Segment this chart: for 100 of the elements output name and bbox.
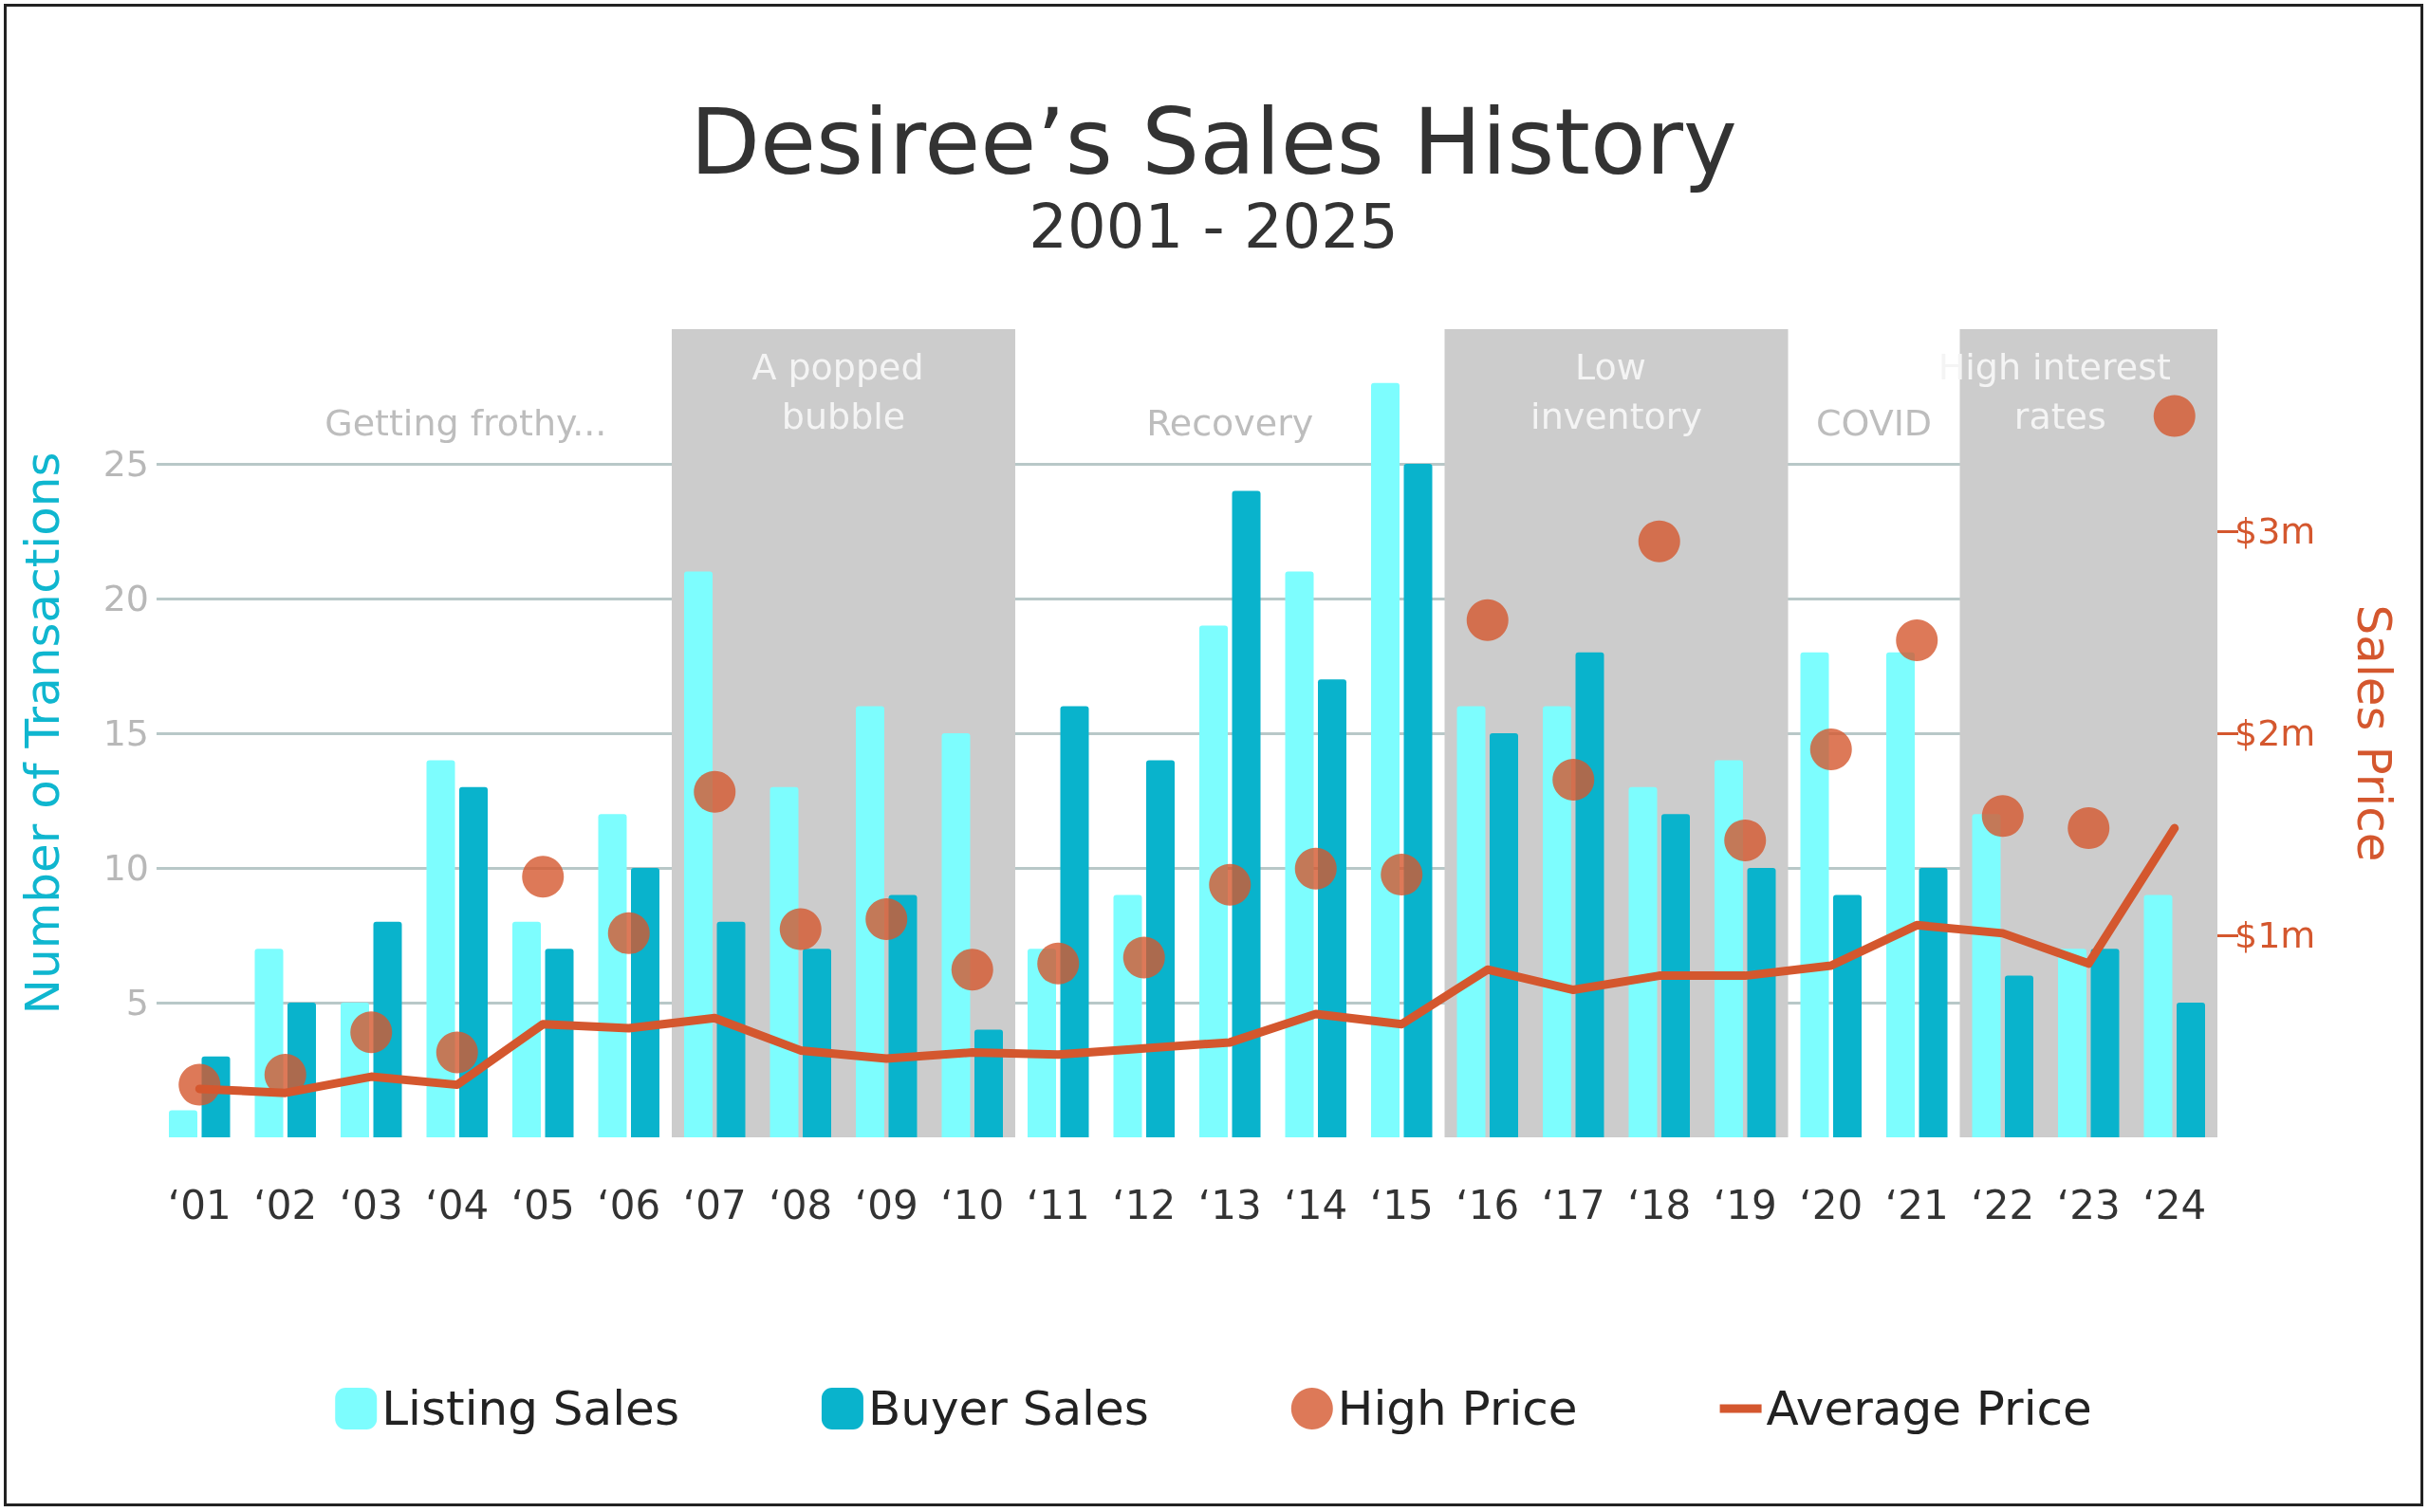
bar	[1833, 894, 1862, 1137]
annotation: Recovery	[1146, 402, 1314, 445]
bar	[426, 760, 455, 1137]
legend-label: Average Price	[1766, 1381, 2092, 1436]
point	[1294, 847, 1337, 890]
point	[522, 856, 565, 898]
bar	[1886, 652, 1915, 1137]
y2-tick-label: $2m	[2234, 712, 2316, 754]
bar	[2005, 975, 2033, 1137]
bar	[545, 949, 574, 1137]
annotation: COVID	[1815, 402, 1933, 445]
bar	[941, 733, 971, 1137]
x-tick-label: ‘20	[1799, 1181, 1863, 1228]
point	[1209, 863, 1252, 906]
y2-axis-title: Sales Price	[2346, 604, 2401, 862]
x-tick-label: ‘10	[940, 1181, 1005, 1228]
point	[1896, 619, 1938, 662]
x-tick-label: ‘06	[597, 1181, 661, 1228]
point	[1981, 795, 2024, 838]
x-tick-label: ‘09	[854, 1181, 918, 1228]
point	[1037, 942, 1080, 985]
point	[865, 897, 908, 940]
point	[1122, 936, 1165, 979]
point	[1724, 819, 1767, 861]
bar	[856, 706, 884, 1137]
x-tick-label: ‘02	[253, 1181, 318, 1228]
bar	[1232, 490, 1261, 1137]
point	[2153, 395, 2196, 437]
point	[779, 908, 822, 950]
bar	[1403, 464, 1433, 1137]
y-tick-label: 10	[102, 847, 149, 889]
bar	[1285, 571, 1314, 1137]
bar	[1318, 679, 1346, 1137]
bar	[598, 814, 627, 1137]
bar	[1715, 760, 1743, 1137]
y-tick-label: 15	[102, 712, 149, 754]
bar	[1919, 868, 1948, 1137]
bar	[769, 786, 799, 1137]
point	[350, 1011, 393, 1054]
x-tick-label: ‘12	[1112, 1181, 1177, 1228]
x-tick-label: ‘17	[1541, 1181, 1605, 1228]
x-tick-label: ‘24	[2142, 1181, 2207, 1228]
bar	[1543, 706, 1571, 1137]
x-tick-label: ‘22	[1971, 1181, 2035, 1228]
point	[436, 1031, 478, 1074]
x-tick-label: ‘14	[1284, 1181, 1348, 1228]
x-tick-label: ‘18	[1627, 1181, 1692, 1228]
bar	[2058, 949, 2086, 1137]
point	[1809, 728, 1852, 771]
bar	[803, 949, 831, 1137]
x-tick-label: ‘13	[1197, 1181, 1262, 1228]
x-tick-label: ‘23	[2056, 1181, 2121, 1228]
x-tick-label: ‘08	[769, 1181, 833, 1228]
x-tick-label: ‘03	[339, 1181, 403, 1228]
y2-tick-label: $3m	[2234, 510, 2316, 552]
x-tick-label: ‘15	[1369, 1181, 1434, 1228]
point	[607, 912, 650, 954]
bar	[1575, 652, 1604, 1137]
bar	[684, 571, 713, 1137]
y2-tick-label: $1m	[2234, 914, 2316, 956]
bar	[1747, 868, 1776, 1137]
bar	[1199, 625, 1228, 1137]
point	[1381, 854, 1423, 896]
bar	[2090, 949, 2120, 1137]
bar	[1628, 786, 1658, 1137]
legend-label: Listing Sales	[381, 1381, 679, 1436]
x-tick-label: ‘21	[1884, 1181, 1949, 1228]
x-tick-label: ‘05	[510, 1181, 575, 1228]
x-tick-label: ‘07	[682, 1181, 747, 1228]
point	[2067, 807, 2110, 850]
bar	[1661, 814, 1690, 1137]
bar	[2177, 1003, 2205, 1137]
legend-label: High Price	[1337, 1381, 1578, 1436]
y-tick-label: 5	[125, 982, 149, 1023]
bar	[1800, 652, 1829, 1137]
annotation: Getting frothy...	[324, 402, 607, 445]
y-axis-title: Number of Transactions	[15, 452, 70, 1015]
x-tick-label: ‘04	[425, 1181, 490, 1228]
legend-label: Buyer Sales	[867, 1381, 1149, 1436]
bar	[1371, 382, 1400, 1137]
bar	[1490, 733, 1518, 1137]
bar	[459, 786, 488, 1137]
bar	[169, 1110, 197, 1137]
bar	[1060, 706, 1089, 1137]
x-tick-label: ‘19	[1713, 1181, 1777, 1228]
point	[1638, 520, 1680, 562]
bar	[1972, 814, 2001, 1137]
x-tick-label: ‘01	[167, 1181, 232, 1228]
bar	[1456, 706, 1486, 1137]
point	[951, 949, 993, 991]
point	[178, 1063, 221, 1106]
x-tick-label: ‘11	[1026, 1181, 1090, 1228]
bar	[2143, 894, 2173, 1137]
point	[1552, 759, 1595, 801]
bar	[974, 1029, 1003, 1137]
point	[1466, 599, 1509, 641]
bar	[512, 921, 541, 1137]
point	[694, 770, 736, 813]
bar	[716, 921, 746, 1137]
x-tick-label: ‘16	[1456, 1181, 1520, 1228]
